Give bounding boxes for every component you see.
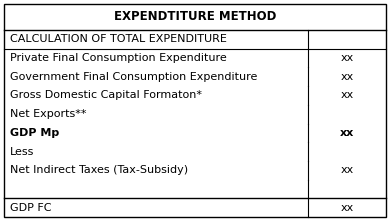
- Text: xx: xx: [340, 53, 353, 63]
- Text: GDP FC: GDP FC: [10, 203, 51, 213]
- Text: Net Indirect Taxes (Tax-Subsidy): Net Indirect Taxes (Tax-Subsidy): [10, 165, 188, 175]
- Text: xx: xx: [340, 90, 353, 101]
- Text: xx: xx: [340, 165, 353, 175]
- Text: Government Final Consumption Expenditure: Government Final Consumption Expenditure: [10, 72, 257, 82]
- Text: GDP Mp: GDP Mp: [10, 128, 59, 138]
- Text: xx: xx: [340, 72, 353, 82]
- Text: xx: xx: [340, 203, 353, 213]
- Text: Private Final Consumption Expenditure: Private Final Consumption Expenditure: [10, 53, 227, 63]
- Text: CALCULATION OF TOTAL EXPENDITURE: CALCULATION OF TOTAL EXPENDITURE: [10, 34, 227, 44]
- Text: EXPENDTITURE METHOD: EXPENDTITURE METHOD: [114, 11, 276, 23]
- Text: Gross Domestic Capital Formaton*: Gross Domestic Capital Formaton*: [10, 90, 202, 101]
- Text: Net Exports**: Net Exports**: [10, 109, 87, 119]
- Text: xx: xx: [340, 128, 354, 138]
- Text: Less: Less: [10, 147, 34, 156]
